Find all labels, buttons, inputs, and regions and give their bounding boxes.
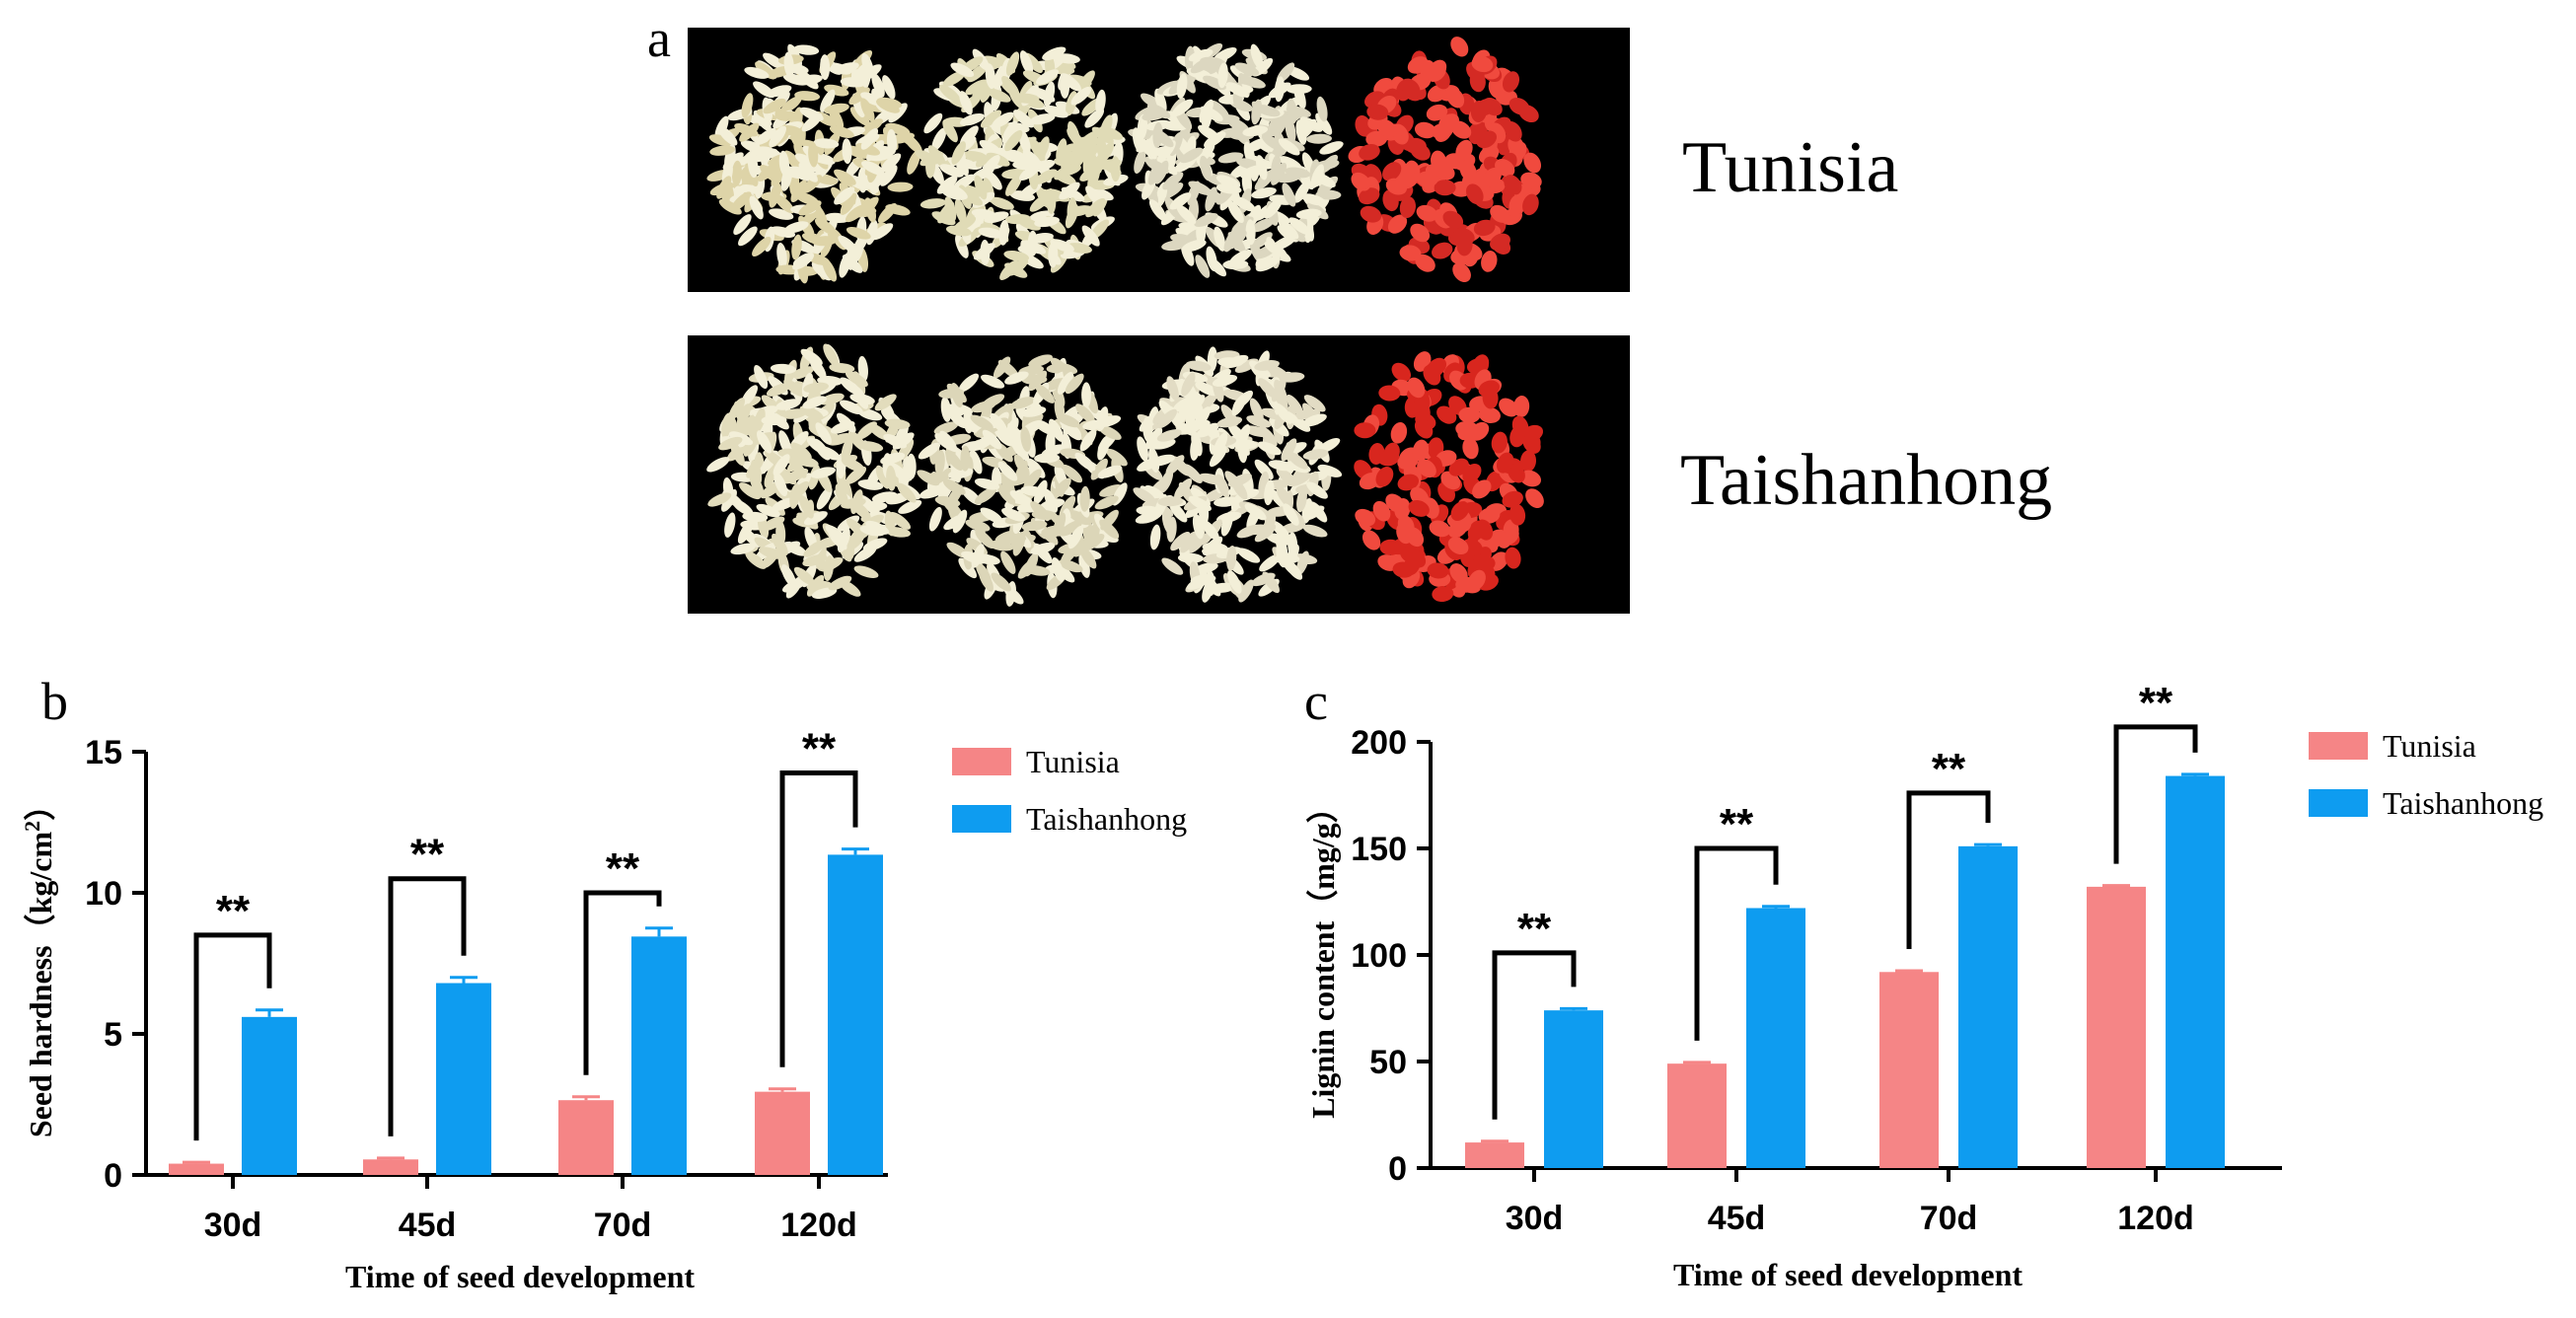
x-tick-label: 120d — [780, 1207, 857, 1244]
y-axis-label-sup: 2 — [20, 821, 44, 832]
x-axis-label: Time of seed development — [345, 1259, 695, 1294]
x-tick-label: 30d — [204, 1207, 262, 1244]
panel-label-b: b — [41, 672, 68, 731]
chart-lignin-content: 0 50 100 150 200 30d ** 45d ** 70d ** 120d ** Lignin … — [1305, 679, 2543, 1292]
label-tunisia: Tunisia — [1682, 127, 1899, 208]
significance-label: ** — [1932, 745, 1966, 793]
significance-bracket — [779, 769, 858, 1067]
bar-taishanhong-30d — [1544, 1010, 1603, 1168]
x-tick-label: 70d — [1920, 1200, 1978, 1237]
bar-taishanhong-120d — [2166, 775, 2225, 1168]
seed-cluster — [706, 43, 922, 284]
significance-label: ** — [2139, 679, 2173, 727]
seed-cluster — [706, 343, 922, 599]
y-tick-label: 5 — [104, 1016, 122, 1054]
seed-cluster — [1133, 346, 1343, 603]
bar-tunisia-30d — [169, 1163, 224, 1175]
y-tick-label: 50 — [1369, 1044, 1407, 1081]
y-tick-label: 100 — [1351, 937, 1407, 975]
significance-label: ** — [1720, 800, 1754, 848]
y-tick-label: 150 — [1351, 831, 1407, 868]
y-tick-label: 0 — [104, 1157, 122, 1195]
seed-photo-tunisia — [706, 37, 1542, 284]
legend-label-taishanhong: Taishanhong — [1026, 801, 1187, 837]
significance-bracket — [388, 876, 467, 1136]
seed-cluster — [915, 46, 1129, 281]
bar-tunisia-30d — [1465, 1142, 1524, 1168]
x-tick-label: 120d — [2117, 1200, 2194, 1237]
bar-tunisia-70d — [1879, 972, 1939, 1168]
bar-tunisia-120d — [2087, 886, 2146, 1168]
bar-tunisia-120d — [755, 1091, 810, 1175]
panel-label-c: c — [1304, 672, 1328, 731]
legend-label-taishanhong: Taishanhong — [2383, 785, 2543, 821]
seed-cluster — [1354, 351, 1544, 603]
significance-label: ** — [410, 831, 445, 879]
legend-label-tunisia: Tunisia — [2383, 728, 2476, 764]
y-tick-label: 10 — [85, 875, 122, 913]
bar-taishanhong-30d — [242, 1016, 297, 1175]
significance-label: ** — [1517, 905, 1552, 953]
significance-bracket — [193, 932, 272, 1141]
seed-cluster — [1128, 42, 1344, 278]
legend-swatch-tunisia — [2309, 732, 2368, 760]
legend-label-tunisia: Tunisia — [1026, 744, 1120, 779]
label-taishanhong: Taishanhong — [1680, 440, 2053, 521]
x-tick-label: 30d — [1506, 1200, 1564, 1237]
legend-swatch-taishanhong — [2309, 789, 2368, 817]
x-tick-label: 45d — [1708, 1200, 1766, 1237]
significance-label: ** — [606, 844, 640, 893]
y-axis-label: Seed hardness（kg/cm2） — [20, 789, 59, 1137]
significance-label: ** — [802, 724, 837, 772]
y-tick-label: 200 — [1351, 724, 1407, 762]
y-axis-label-close: ） — [23, 789, 58, 821]
legend-swatch-taishanhong — [952, 805, 1011, 833]
chart-seed-hardness: 0 5 10 15 30d ** 45d ** 70d ** 120d ** Seed hardness… — [20, 724, 1188, 1294]
significance-bracket — [1492, 950, 1577, 1120]
bar-taishanhong-70d — [1958, 845, 2018, 1168]
y-tick-label: 15 — [85, 734, 122, 771]
significance-bracket — [2113, 724, 2198, 864]
x-tick-label: 45d — [399, 1207, 457, 1244]
significance-label: ** — [216, 887, 251, 935]
seed-cluster — [917, 354, 1128, 607]
bar-taishanhong-45d — [436, 983, 491, 1175]
legend-swatch-tunisia — [952, 748, 1011, 775]
y-tick-label: 0 — [1388, 1150, 1407, 1188]
y-axis-label: Lignin content（mg/g） — [1305, 791, 1341, 1119]
photo-strip-taishanhong — [688, 335, 1630, 614]
photo-strip-tunisia — [688, 28, 1630, 292]
bar-tunisia-70d — [558, 1100, 614, 1175]
bar-tunisia-45d — [1667, 1063, 1727, 1168]
significance-bracket — [1906, 790, 1991, 949]
significance-bracket — [583, 890, 662, 1075]
bar-tunisia-45d — [363, 1159, 418, 1175]
significance-bracket — [1694, 845, 1779, 1041]
bar-taishanhong-70d — [631, 936, 687, 1175]
bar-taishanhong-120d — [828, 854, 883, 1175]
seed-photo-taishanhong — [706, 343, 1544, 607]
panel-label-a: a — [647, 9, 671, 68]
bar-taishanhong-45d — [1746, 908, 1805, 1168]
x-axis-label: Time of seed development — [1673, 1257, 2023, 1292]
seed-cluster — [1348, 37, 1542, 282]
x-tick-label: 70d — [594, 1207, 652, 1244]
